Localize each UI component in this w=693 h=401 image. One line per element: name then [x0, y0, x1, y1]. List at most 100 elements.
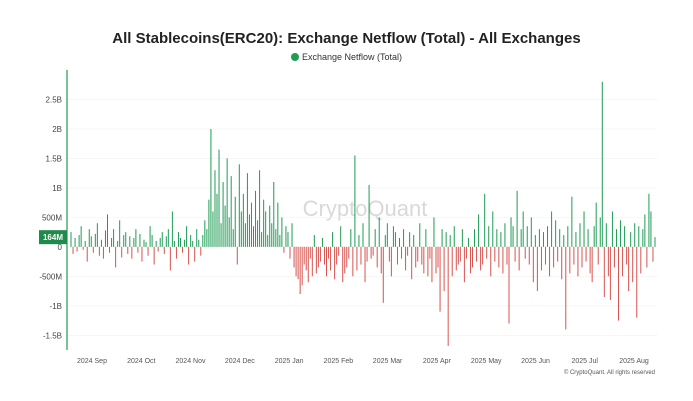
- watermark: CryptoQuant: [303, 196, 428, 221]
- netflow-bar: [326, 246, 327, 277]
- netflow-bar: [275, 229, 277, 247]
- netflow-bar: [311, 246, 313, 277]
- netflow-bar: [540, 246, 542, 271]
- chart-title: All Stablecoins(ERC20): Exchange Netflow…: [112, 30, 581, 47]
- netflow-bar: [98, 246, 100, 256]
- netflow-bar: [346, 246, 348, 268]
- y-tick-label: -1B: [50, 302, 62, 311]
- netflow-bar: [605, 223, 607, 247]
- netflow-bar: [382, 246, 384, 303]
- netflow-bar: [453, 226, 455, 247]
- netflow-bar: [100, 239, 102, 247]
- netflow-bar: [591, 246, 593, 283]
- netflow-bar: [547, 226, 549, 247]
- netflow-bar: [618, 246, 619, 321]
- netflow-bar: [102, 246, 104, 259]
- netflow-bar: [435, 246, 437, 274]
- netflow-bar: [502, 246, 504, 274]
- netflow-bar: [149, 226, 151, 247]
- netflow-bar: [362, 223, 364, 247]
- netflow-bar: [175, 246, 177, 259]
- netflow-bar: [626, 246, 628, 265]
- netflow-bar: [532, 246, 534, 283]
- netflow-bar: [526, 226, 528, 247]
- netflow-bar: [82, 246, 84, 250]
- netflow-bar: [601, 81, 603, 247]
- netflow-bar: [396, 246, 398, 265]
- netflow-bar: [196, 229, 198, 247]
- netflow-bar: [573, 246, 575, 265]
- netflow-bar: [226, 158, 228, 247]
- netflow-bar: [139, 233, 141, 247]
- netflow-bar: [115, 246, 117, 268]
- netflow-bar: [202, 235, 204, 247]
- netflow-bar: [171, 211, 173, 247]
- netflow-bar: [609, 246, 611, 300]
- netflow-bar: [650, 211, 652, 247]
- netflow-bar: [411, 246, 413, 280]
- netflow-bar: [155, 240, 157, 247]
- netflow-bar: [96, 223, 98, 247]
- netflow-bar: [589, 246, 591, 274]
- netflow-bar: [441, 229, 443, 247]
- netflow-bar: [384, 235, 386, 247]
- netflow-bar: [131, 246, 133, 259]
- netflow-bar: [506, 246, 508, 265]
- x-tick-label: 2024 Nov: [176, 358, 206, 365]
- netflow-bar: [394, 232, 396, 247]
- legend[interactable]: Exchange Netflow (Total): [0, 52, 693, 62]
- netflow-bar: [354, 155, 356, 247]
- netflow-bar: [330, 246, 332, 271]
- netflow-bar: [474, 229, 476, 247]
- netflow-bar: [356, 246, 358, 271]
- gridlines: [67, 99, 657, 336]
- x-tick-label: 2025 Jul: [571, 358, 598, 365]
- netflow-bar: [603, 246, 605, 297]
- netflow-bar: [88, 229, 90, 247]
- netflow-bar: [348, 246, 350, 259]
- latest-value-label: 164M: [39, 230, 67, 245]
- netflow-bar: [230, 176, 232, 247]
- netflow-bar: [76, 246, 78, 252]
- x-tick-label: 2025 Apr: [423, 358, 452, 365]
- netflow-bar: [94, 233, 96, 247]
- netflow-bar: [654, 237, 656, 247]
- netflow-bar: [534, 235, 536, 247]
- netflow-bar: [459, 246, 461, 262]
- netflow-bar: [642, 229, 644, 247]
- netflow-bar: [494, 246, 496, 262]
- netflow-bar: [386, 223, 388, 247]
- netflow-bar: [585, 246, 587, 262]
- netflow-bar: [557, 246, 559, 262]
- netflow-bar: [338, 246, 340, 256]
- netflow-bar: [281, 217, 283, 247]
- x-tick-label: 2025 Aug: [619, 358, 649, 365]
- netflow-bar: [287, 232, 289, 247]
- netflow-bar: [125, 232, 127, 247]
- netflow-bar: [409, 232, 411, 247]
- netflow-bar: [255, 190, 257, 247]
- netflow-bar: [263, 199, 265, 247]
- netflow-bar: [366, 246, 368, 262]
- netflow-bar: [307, 246, 309, 283]
- x-tick-label: 2025 May: [471, 358, 502, 365]
- netflow-bar: [587, 229, 589, 247]
- netflow-bar: [615, 229, 617, 247]
- netflow-bar: [248, 214, 250, 247]
- netflow-bar: [372, 246, 374, 256]
- netflow-bar: [151, 235, 153, 247]
- netflow-bar: [177, 232, 179, 247]
- netflow-bar: [224, 205, 226, 247]
- netflow-bar: [563, 235, 565, 247]
- netflow-bar: [74, 238, 76, 247]
- netflow-bar: [640, 246, 642, 274]
- netflow-bar: [579, 223, 581, 247]
- netflow-bar: [344, 246, 346, 274]
- netflow-bar: [250, 202, 252, 247]
- netflow-bar: [279, 235, 281, 247]
- netflow-bar: [119, 220, 121, 247]
- y-tick-label: 1.5B: [46, 154, 62, 163]
- netflow-bar: [92, 246, 94, 253]
- netflow-bar: [246, 173, 248, 247]
